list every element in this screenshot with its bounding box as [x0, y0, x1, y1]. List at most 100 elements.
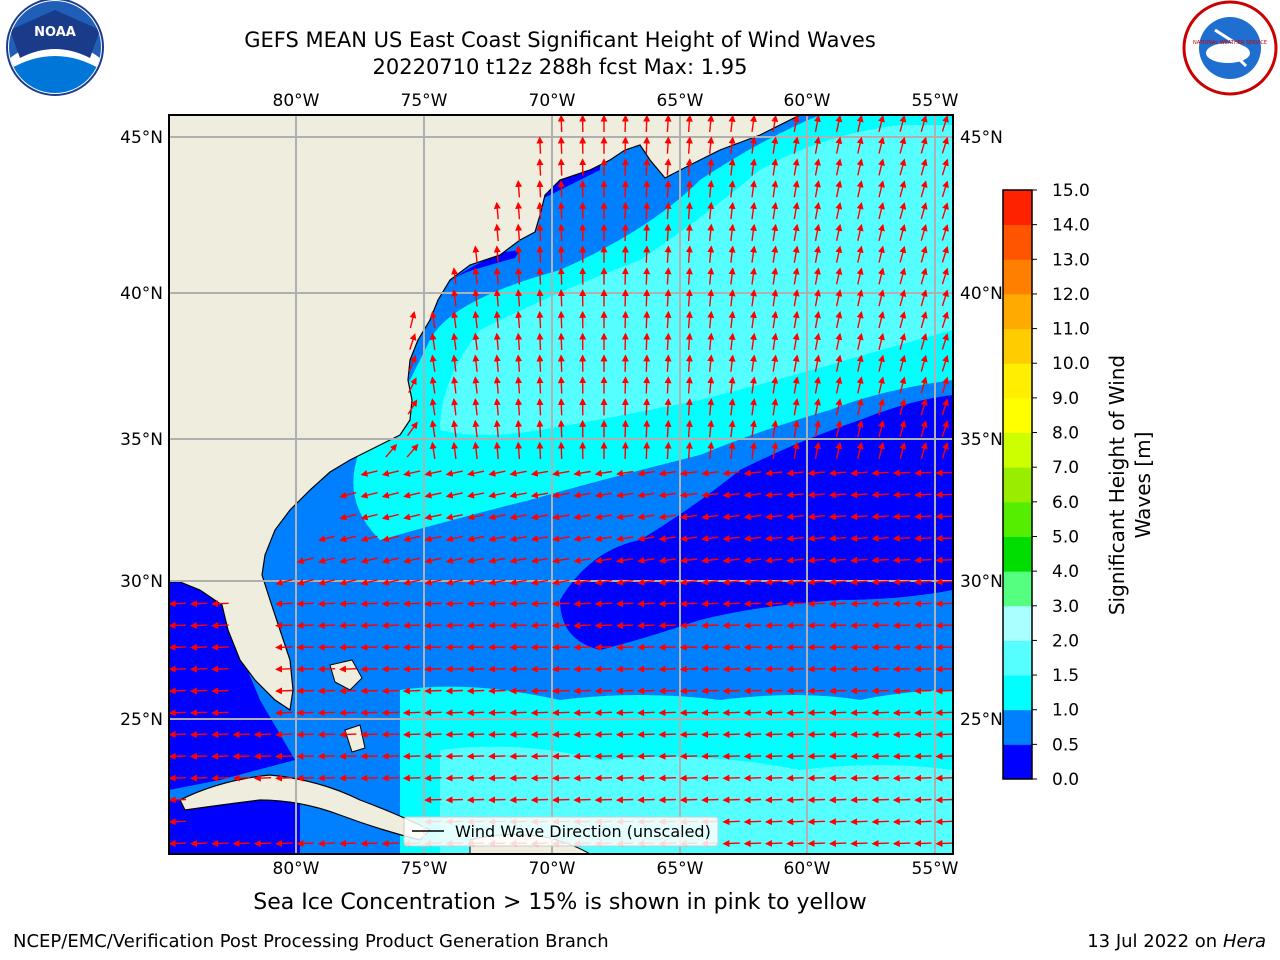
wind-wave-arrow: [493, 441, 501, 460]
lon-label: 70°W: [529, 91, 576, 111]
wind-wave-arrow: [771, 398, 779, 416]
colorbar-tick-label: 9.0: [1052, 389, 1079, 409]
wind-wave-arrow: [899, 420, 907, 438]
wind-wave-arrow: [743, 709, 762, 717]
wind-wave-arrow: [445, 491, 463, 499]
wind-wave-arrow: [637, 752, 655, 760]
colorbar-swatch: [1003, 397, 1032, 434]
wind-wave-arrow: [850, 491, 868, 499]
wind-wave-arrow: [807, 643, 826, 651]
wind-wave-arrow: [637, 774, 655, 782]
wind-wave-arrow: [445, 578, 463, 586]
wind-wave-arrow: [658, 600, 676, 608]
wind-wave-arrow: [892, 534, 911, 542]
wind-wave-arrow: [828, 796, 847, 804]
wind-wave-arrow: [828, 818, 847, 826]
wind-wave-arrow: [509, 491, 527, 499]
wind-wave-arrow: [722, 796, 740, 804]
wind-wave-arrow: [871, 513, 889, 521]
wind-wave-arrow: [685, 354, 693, 372]
wind-wave-arrow: [402, 621, 421, 629]
wind-wave-arrow: [424, 665, 442, 673]
wind-wave-arrow: [381, 774, 400, 782]
wind-wave-arrow: [594, 665, 613, 673]
wind-wave-arrow: [941, 245, 949, 263]
wind-wave-arrow: [317, 665, 336, 673]
colorbar-tick-label: 7.0: [1052, 458, 1079, 478]
wind-wave-arrow: [749, 289, 757, 307]
wind-wave-arrow: [472, 332, 480, 351]
wind-wave-arrow: [707, 441, 715, 460]
wind-wave-arrow: [536, 201, 544, 220]
wind-wave-arrow: [445, 600, 463, 608]
wind-wave-arrow: [935, 600, 953, 608]
wind-wave-arrow: [232, 752, 250, 760]
wind-wave-arrow: [509, 709, 527, 717]
wind-wave-arrow: [920, 311, 928, 329]
wind-wave-arrow: [317, 730, 336, 738]
wind-wave-arrow: [892, 796, 911, 804]
wind-wave-arrow: [493, 201, 501, 220]
wind-wave-arrow: [424, 469, 442, 477]
wind-wave-arrow: [852, 865, 868, 866]
wind-wave-arrow: [722, 600, 740, 608]
wind-wave-arrow: [472, 354, 480, 372]
wind-wave-arrow: [765, 513, 783, 521]
wind-wave-arrow: [296, 621, 314, 629]
wind-wave-arrow: [402, 774, 421, 782]
wind-wave-arrow: [424, 752, 442, 760]
wind-wave-arrow: [189, 730, 208, 738]
wind-wave-arrow: [749, 441, 757, 459]
footer-date: 13 Jul 2022 on Hera: [1087, 931, 1266, 952]
wind-wave-arrow: [536, 158, 544, 176]
wind-wave-arrow: [771, 289, 779, 307]
wind-wave-arrow: [701, 687, 719, 695]
wind-wave-arrow: [724, 865, 740, 866]
wind-wave-arrow: [941, 136, 949, 154]
wind-wave-arrow: [679, 730, 698, 738]
wind-wave-arrow: [213, 865, 229, 866]
wind-wave-arrow: [722, 752, 740, 760]
wind-wave-arrow: [275, 709, 293, 717]
wind-wave-arrow: [728, 441, 736, 459]
wind-wave-arrow: [515, 441, 523, 460]
wind-wave-arrow: [892, 513, 911, 521]
wind-wave-arrow: [615, 621, 634, 629]
wind-wave-arrow: [807, 709, 826, 717]
wind-wave-arrow: [935, 839, 953, 847]
wind-wave-arrow: [664, 115, 672, 133]
wind-wave-arrow: [275, 579, 293, 586]
wind-wave-arrow: [493, 419, 501, 438]
wind-wave-arrow: [828, 534, 847, 542]
wind-wave-arrow: [814, 201, 821, 220]
wind-wave-arrow: [536, 180, 544, 198]
wind-wave-arrow: [892, 643, 911, 651]
wind-wave-arrow: [765, 643, 783, 651]
wind-wave-arrow: [615, 730, 634, 738]
wind-wave-arrow: [643, 310, 651, 329]
wind-wave-arrow: [835, 267, 843, 285]
wind-wave-arrow: [771, 201, 779, 220]
lon-label: 60°W: [784, 91, 831, 111]
wind-wave-arrow: [402, 752, 421, 760]
wind-wave-arrow: [488, 796, 506, 804]
wind-wave-arrow: [679, 752, 698, 760]
longitude-labels-bottom: 80°W 75°W 70°W 65°W 60°W 55°W: [273, 859, 959, 879]
wind-wave-arrow: [701, 730, 719, 738]
wind-wave-arrow: [771, 223, 779, 242]
wind-wave-arrow: [722, 687, 740, 695]
wind-wave-arrow: [722, 469, 740, 477]
wind-wave-arrow: [771, 354, 779, 372]
wind-wave-arrow: [722, 665, 740, 673]
wind-wave-arrow: [728, 115, 736, 132]
wind-wave-arrow: [296, 557, 314, 565]
wind-wave-arrow: [728, 332, 736, 350]
wind-wave-arrow: [557, 398, 565, 416]
wind-wave-arrow: [850, 513, 868, 521]
wind-wave-arrow: [381, 621, 400, 629]
wind-wave-arrow: [850, 730, 868, 738]
wind-wave-arrow: [830, 865, 846, 866]
colorbar-swatch: [1003, 190, 1032, 226]
footer-date-text: 13 Jul 2022 on: [1087, 931, 1223, 952]
wind-wave-arrow: [211, 774, 229, 782]
